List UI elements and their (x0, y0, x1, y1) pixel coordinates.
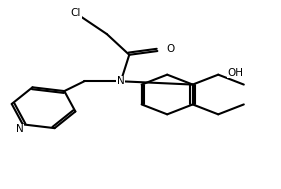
Text: N: N (16, 124, 24, 134)
Text: N: N (117, 76, 125, 86)
Text: OH: OH (227, 68, 243, 78)
Text: O: O (166, 44, 174, 54)
Text: Cl: Cl (71, 8, 81, 18)
